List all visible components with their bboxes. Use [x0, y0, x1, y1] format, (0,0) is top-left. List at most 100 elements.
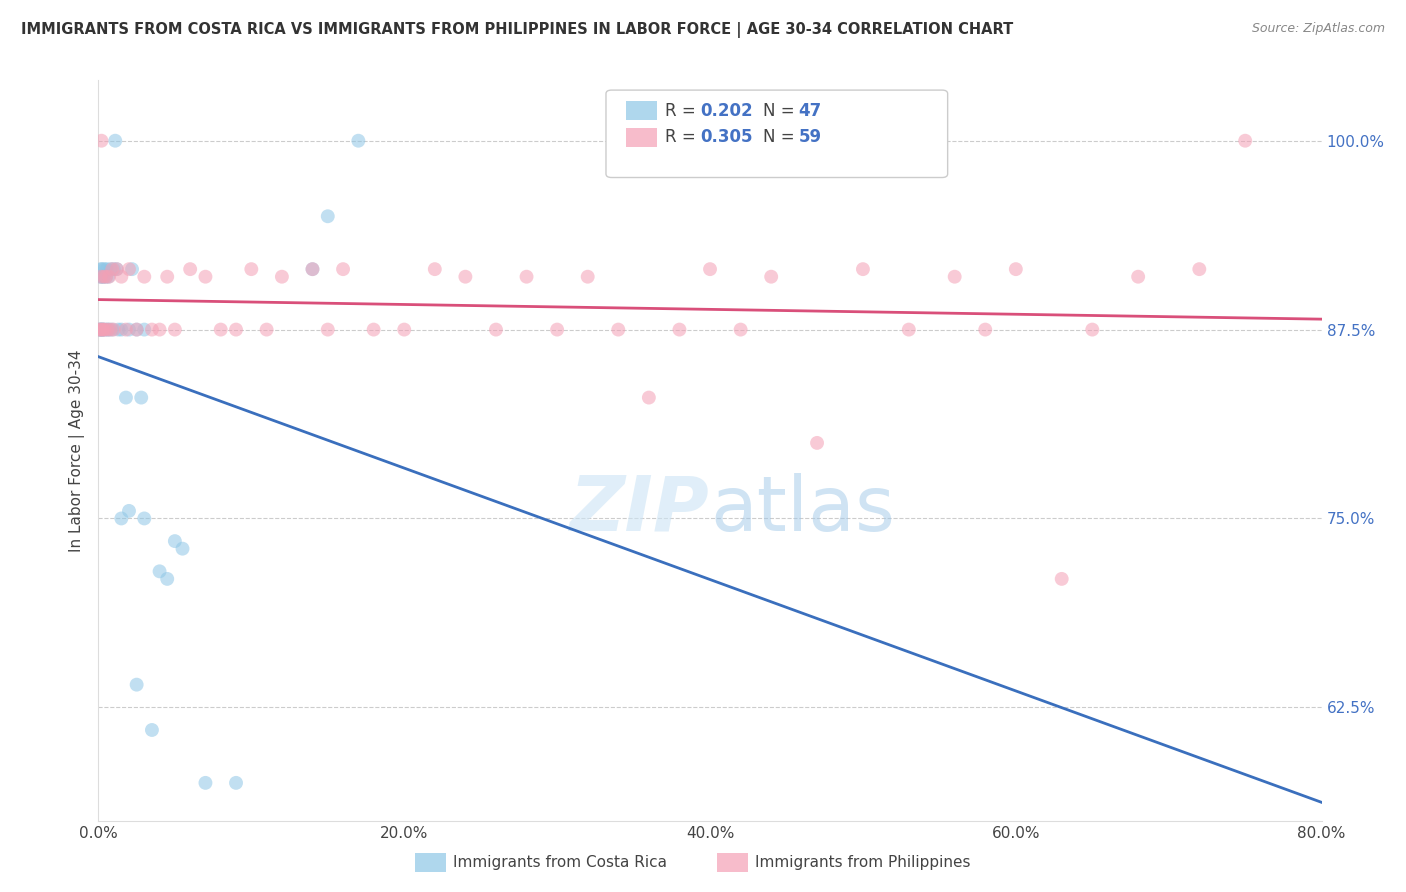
Point	[668, 322, 690, 336]
Point	[89, 269, 111, 284]
Point	[576, 269, 599, 284]
Point	[363, 322, 385, 336]
Point	[115, 322, 138, 336]
Point	[485, 322, 508, 336]
Point	[98, 322, 121, 336]
Point	[316, 322, 339, 336]
Point	[316, 209, 339, 223]
Text: atlas: atlas	[710, 473, 894, 547]
Point	[91, 269, 114, 284]
Text: 0.305: 0.305	[700, 128, 752, 146]
Point	[118, 262, 141, 277]
Point	[209, 322, 232, 336]
Point	[637, 391, 661, 405]
Point	[118, 504, 141, 518]
Point	[194, 776, 217, 790]
Point	[118, 322, 141, 336]
Point	[347, 134, 370, 148]
Point	[91, 322, 114, 336]
Point	[91, 322, 114, 336]
Point	[730, 322, 752, 336]
Point	[1234, 134, 1257, 148]
Point	[91, 262, 114, 277]
Point	[121, 262, 143, 277]
Point	[699, 262, 721, 277]
Point	[974, 322, 997, 336]
Point	[256, 322, 278, 336]
Point	[301, 262, 323, 277]
Point	[90, 322, 112, 336]
Point	[134, 511, 156, 525]
Point	[1050, 572, 1073, 586]
Text: Immigrants from Costa Rica: Immigrants from Costa Rica	[453, 855, 666, 870]
Point	[110, 269, 132, 284]
Point	[546, 322, 568, 336]
Text: 47: 47	[799, 102, 823, 120]
Point	[194, 269, 217, 284]
Point	[134, 269, 156, 284]
Point	[332, 262, 354, 277]
Point	[516, 269, 538, 284]
Point	[97, 322, 120, 336]
Text: N =: N =	[763, 102, 800, 120]
Point	[90, 269, 112, 284]
Text: N =: N =	[763, 128, 800, 146]
Point	[93, 262, 115, 277]
Point	[806, 436, 828, 450]
Text: ZIP: ZIP	[571, 473, 710, 547]
Point	[94, 269, 117, 284]
Point	[1081, 322, 1104, 336]
Point	[100, 262, 122, 277]
Point	[172, 541, 194, 556]
Point	[89, 322, 111, 336]
Point	[93, 322, 115, 336]
Point	[149, 565, 172, 579]
Point	[97, 322, 120, 336]
Point	[141, 322, 163, 336]
Point	[125, 322, 148, 336]
Point	[225, 322, 247, 336]
Point	[1128, 269, 1150, 284]
Point	[110, 511, 132, 525]
Point	[90, 322, 112, 336]
Point	[179, 262, 201, 277]
Point	[761, 269, 783, 284]
Point	[852, 262, 875, 277]
Point	[94, 322, 117, 336]
Text: R =: R =	[665, 102, 702, 120]
Point	[115, 391, 138, 405]
Point	[156, 572, 179, 586]
Text: IMMIGRANTS FROM COSTA RICA VS IMMIGRANTS FROM PHILIPPINES IN LABOR FORCE | AGE 3: IMMIGRANTS FROM COSTA RICA VS IMMIGRANTS…	[21, 22, 1014, 38]
Point	[225, 776, 247, 790]
Point	[149, 322, 172, 336]
Point	[163, 534, 186, 549]
Point	[89, 322, 111, 336]
Point	[129, 391, 152, 405]
Point	[105, 262, 128, 277]
Point	[100, 322, 122, 336]
Point	[240, 262, 263, 277]
Point	[270, 269, 294, 284]
Point	[96, 262, 118, 277]
Point	[943, 269, 966, 284]
Text: 0.202: 0.202	[700, 102, 752, 120]
Point	[163, 322, 186, 336]
Point	[90, 269, 112, 284]
Point	[423, 262, 446, 277]
Point	[392, 322, 416, 336]
Point	[104, 134, 127, 148]
Point	[91, 322, 114, 336]
Y-axis label: In Labor Force | Age 30-34: In Labor Force | Age 30-34	[69, 349, 84, 552]
Point	[90, 262, 112, 277]
Text: Immigrants from Philippines: Immigrants from Philippines	[755, 855, 970, 870]
Point	[125, 678, 148, 692]
Text: R =: R =	[665, 128, 702, 146]
Point	[1188, 262, 1211, 277]
Point	[97, 269, 120, 284]
Point	[110, 322, 132, 336]
Point	[454, 269, 477, 284]
Point	[301, 262, 323, 277]
Point	[125, 322, 148, 336]
Point	[101, 262, 124, 277]
Point	[93, 269, 115, 284]
